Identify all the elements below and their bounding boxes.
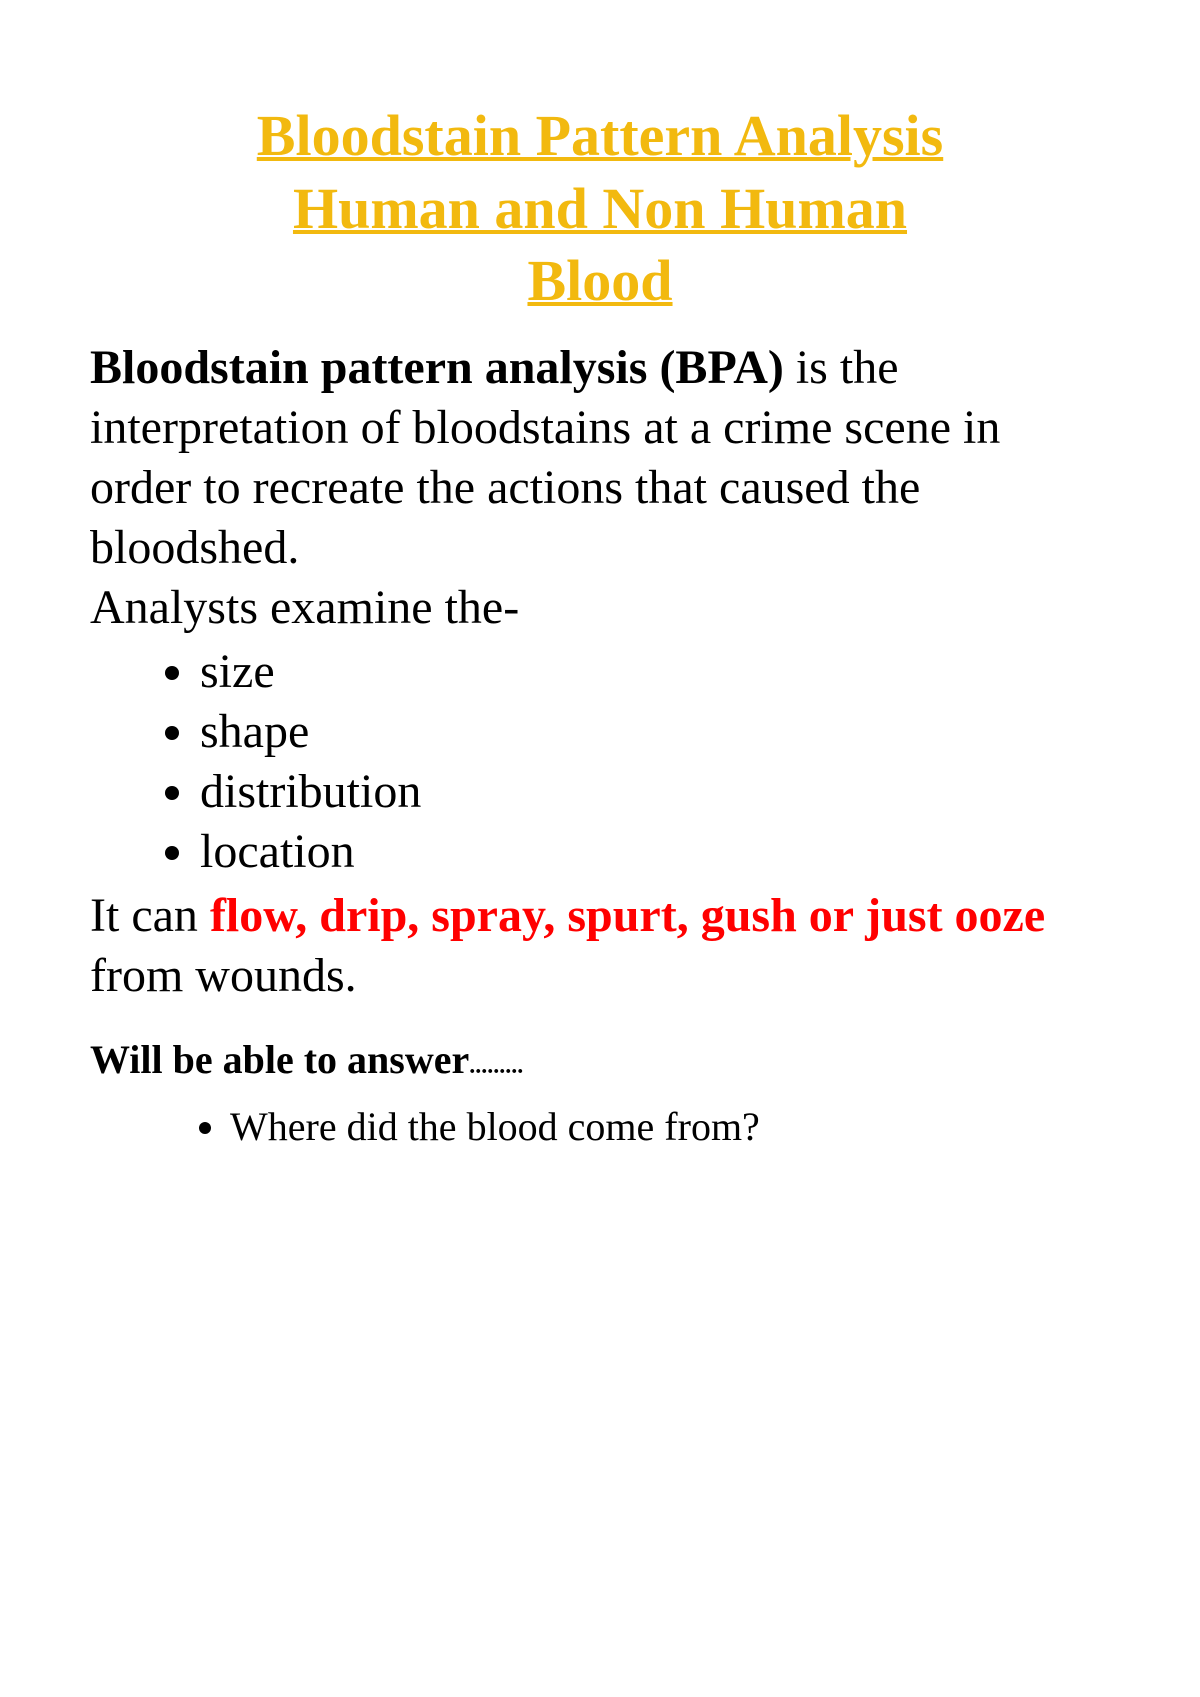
list-item: distribution	[200, 762, 1110, 822]
flow-before: It can	[90, 889, 210, 942]
list-item: shape	[200, 702, 1110, 762]
list-item: location	[200, 822, 1110, 882]
answer-heading-text: Will be able to answer	[90, 1037, 469, 1082]
page-title: Bloodstain Pattern Analysis Human and No…	[90, 100, 1110, 318]
answer-heading-dots: .........	[469, 1053, 523, 1079]
flow-highlight: flow, drip, spray, spurt, gush or just o…	[210, 889, 1045, 942]
title-line-1: Bloodstain Pattern Analysis	[257, 103, 943, 168]
flow-sentence: It can flow, drip, spray, spurt, gush or…	[90, 886, 1110, 1006]
examine-lead: Analysts examine the-	[90, 578, 1110, 638]
answers-list: Where did the blood come from?	[90, 1101, 1110, 1153]
flow-after: from wounds.	[90, 949, 357, 1002]
title-line-3: Blood	[527, 248, 672, 313]
list-item: size	[200, 642, 1110, 702]
list-item: Where did the blood come from?	[230, 1101, 1110, 1153]
document-page: Bloodstain Pattern Analysis Human and No…	[0, 0, 1200, 1243]
answer-heading: Will be able to answer.........	[90, 1036, 1110, 1083]
title-line-2: Human and Non Human	[293, 176, 907, 241]
examine-list: size shape distribution location	[90, 642, 1110, 882]
intro-bold-lead: Bloodstain pattern analysis (BPA)	[90, 341, 784, 394]
intro-paragraph: Bloodstain pattern analysis (BPA) is the…	[90, 338, 1110, 578]
